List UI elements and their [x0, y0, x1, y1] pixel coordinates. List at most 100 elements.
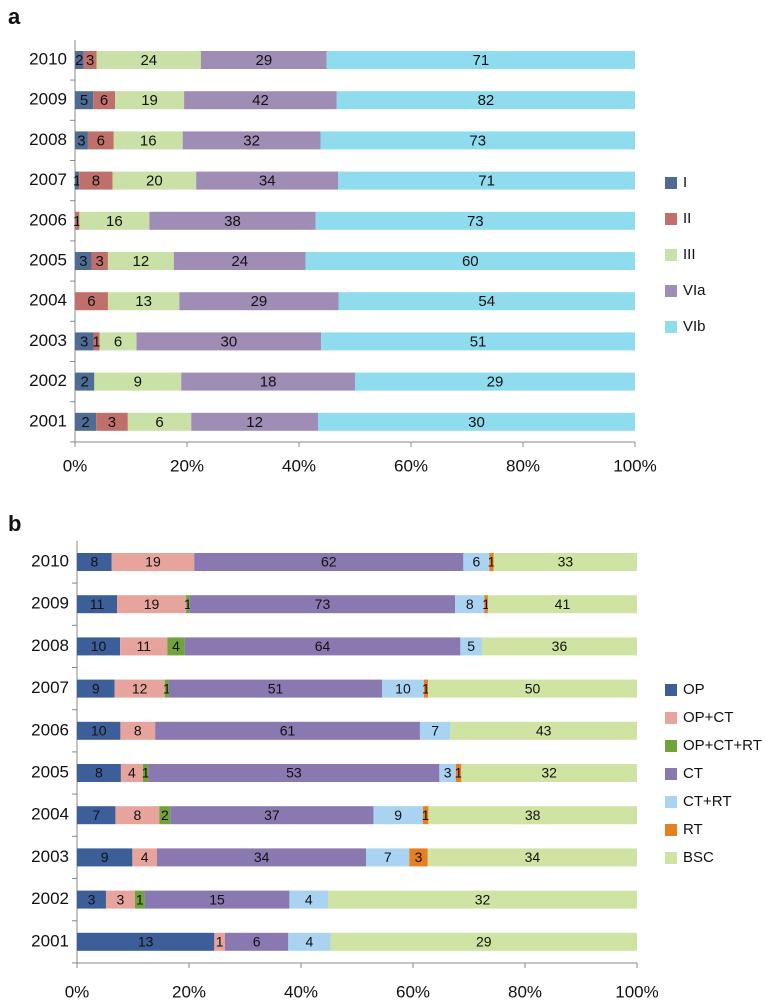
bar-segment: [99, 332, 137, 351]
y-tick-label: 2007: [31, 678, 69, 697]
bar-segment: [75, 332, 94, 351]
value-label: 7: [431, 723, 439, 739]
value-label: 3: [96, 253, 104, 270]
bar-segment: [144, 890, 290, 909]
y-tick-label: 2004: [29, 291, 67, 310]
bar-segment: [77, 848, 133, 867]
bar-segment: [75, 51, 84, 69]
value-label: 3: [77, 132, 85, 149]
x-tick-label: 60%: [394, 456, 428, 475]
value-label: 6: [87, 293, 95, 310]
legend-label: OP: [683, 681, 705, 698]
y-tick-label: 2002: [31, 889, 69, 908]
x-tick-label: 0%: [63, 456, 88, 475]
value-label: 10: [395, 680, 411, 696]
value-label: 1: [422, 807, 430, 823]
bar-segment: [289, 890, 329, 909]
value-label: 10: [91, 638, 107, 654]
bar-segment: [338, 292, 635, 311]
bar-segment: [493, 553, 637, 571]
bar-segment: [75, 131, 88, 150]
bar-segment: [214, 932, 225, 951]
legend-swatch: [665, 740, 677, 752]
y-tick-label: 2005: [29, 250, 67, 269]
x-tick-label: 100%: [613, 456, 656, 475]
value-label: 32: [541, 765, 557, 781]
y-tick-label: 2007: [29, 170, 67, 189]
bar-segment: [142, 764, 149, 782]
bar-segment: [77, 806, 116, 825]
value-label: 20: [146, 173, 163, 190]
bar-segment: [224, 932, 289, 951]
value-label: 6: [100, 92, 108, 109]
bar-segment: [75, 91, 94, 110]
value-label: 3: [79, 253, 87, 270]
bar-segment: [373, 806, 423, 825]
value-label: 4: [128, 765, 136, 781]
bar-segment: [77, 679, 115, 698]
value-label: 3: [415, 849, 423, 865]
legend-label: II: [683, 210, 691, 227]
bar-segment: [173, 252, 306, 270]
bar-segment: [366, 848, 410, 867]
value-label: 16: [140, 132, 157, 149]
bar-segment: [481, 637, 637, 656]
value-label: 71: [478, 173, 495, 190]
y-tick-label: 2003: [29, 331, 67, 350]
value-label: 4: [141, 849, 149, 865]
bar-segment: [439, 764, 456, 782]
value-label: 1: [488, 554, 496, 570]
value-label: 3: [108, 414, 116, 431]
bar-segment: [77, 721, 121, 740]
legend-label: VIa: [683, 282, 706, 299]
bar-segment: [164, 679, 169, 698]
bar-segment: [79, 211, 150, 230]
bar-segment: [487, 595, 637, 614]
value-label: 29: [476, 934, 492, 950]
value-label: 1: [136, 891, 144, 907]
x-tick-label: 40%: [282, 456, 316, 475]
value-label: 11: [90, 596, 105, 612]
bar-segment: [200, 51, 327, 69]
bar-segment: [77, 637, 121, 656]
legend-swatch: [665, 177, 677, 189]
value-label: 29: [251, 293, 268, 310]
value-label: 24: [231, 253, 248, 270]
value-label: 3: [86, 52, 94, 69]
bar-segment: [455, 764, 462, 782]
value-label: 6: [253, 934, 261, 950]
bar-segment: [136, 332, 322, 351]
bar-segment: [186, 595, 190, 614]
bar-segment: [77, 932, 215, 951]
legend-label: III: [683, 246, 696, 263]
bar-segment: [484, 595, 488, 614]
x-tick-label: 60%: [396, 982, 430, 1001]
value-label: 73: [469, 132, 486, 149]
bar-segment: [184, 637, 461, 656]
bar-segment: [191, 412, 319, 431]
bar-segment: [96, 412, 128, 431]
bar-segment: [148, 764, 440, 782]
y-tick-label: 2010: [29, 49, 67, 68]
value-label: 29: [487, 374, 504, 391]
bar-segment: [77, 595, 117, 614]
bar-segment: [423, 679, 429, 698]
bar-segment: [321, 332, 635, 351]
value-label: 7: [384, 849, 392, 865]
value-label: 38: [525, 807, 541, 823]
bar-segment: [117, 595, 187, 614]
bar-segment: [315, 211, 635, 230]
bar-segment: [330, 932, 637, 951]
value-label: 54: [478, 293, 495, 310]
x-tick-label: 100%: [615, 982, 658, 1001]
value-label: 34: [525, 849, 541, 865]
legend-label: CT: [683, 765, 703, 782]
legend-swatch: [665, 684, 677, 696]
bar-segment: [336, 91, 635, 110]
bar-segment: [93, 332, 100, 351]
value-label: 1: [142, 765, 150, 781]
bar-segment: [328, 890, 637, 909]
bar-segment: [428, 806, 637, 825]
bar-segment: [115, 91, 185, 110]
